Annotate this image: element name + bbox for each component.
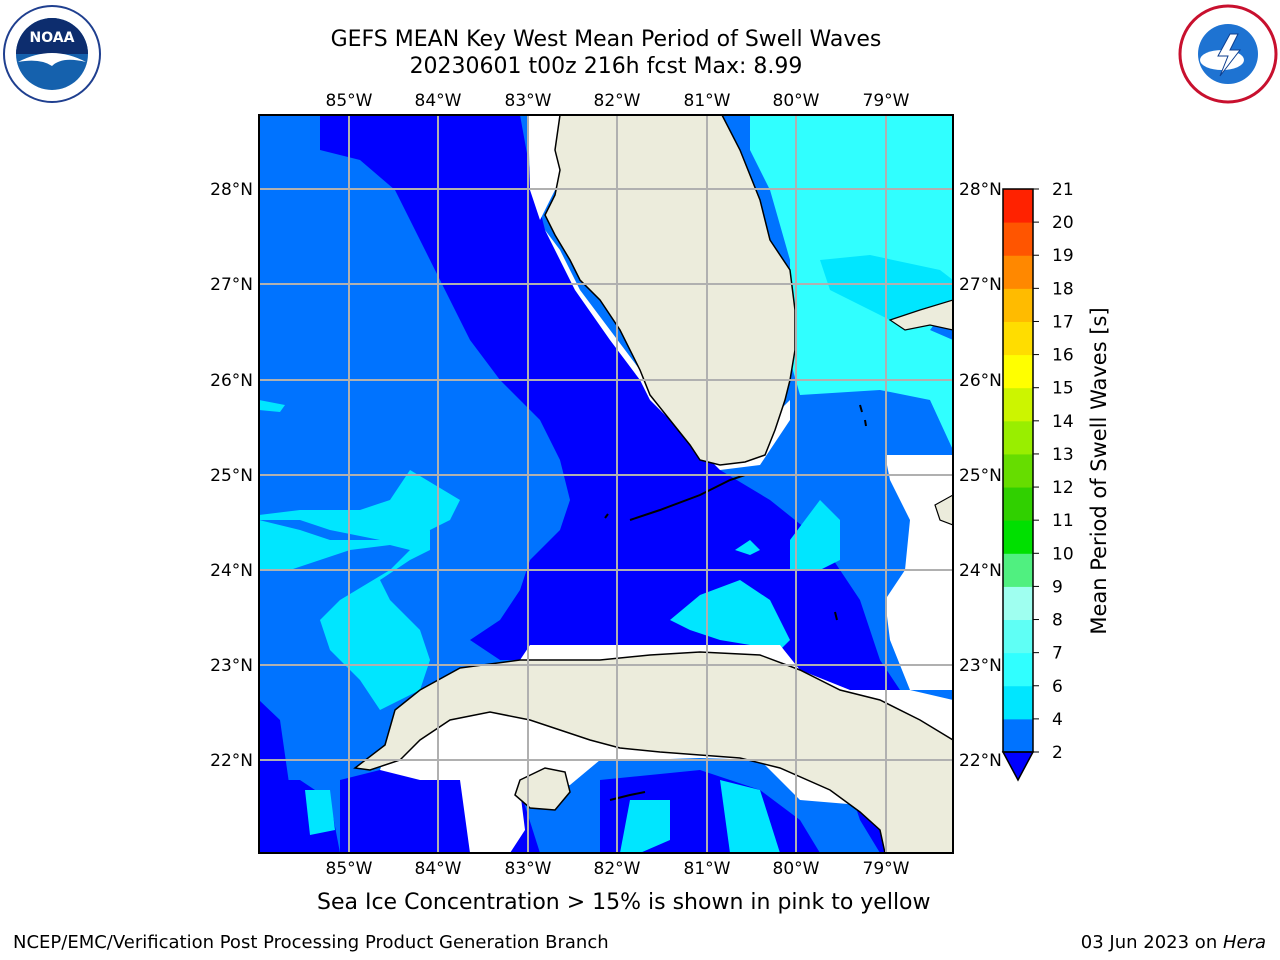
- lon-label: 82°W: [594, 91, 641, 111]
- colorbar-segment: [1003, 453, 1033, 488]
- colorbar-segment: [1003, 387, 1033, 422]
- sea-ice-note: Sea Ice Concentration > 15% is shown in …: [317, 890, 931, 915]
- colorbar-segment: [1003, 685, 1033, 720]
- lat-label: 26°N: [959, 371, 1002, 391]
- colorbar-segment: [1003, 520, 1033, 554]
- lon-label: 85°W: [326, 859, 373, 879]
- lon-label: 81°W: [684, 859, 731, 879]
- colorbar: 2 4 6 7 8 9 10 11 12 13 14 15 16 17 18 19 20 21: [1001, 180, 1074, 782]
- colorbar-tick-label: 21: [1052, 180, 1074, 200]
- colorbar-segment: [1003, 255, 1033, 289]
- colorbar-frame: [1002, 188, 1034, 753]
- chart-title: GEFS MEAN Key West Mean Period of Swell …: [330, 27, 882, 52]
- colorbar-segment: [1003, 321, 1033, 356]
- colorbar-tick-label: 16: [1052, 346, 1074, 366]
- map-frame: [258, 114, 954, 854]
- colorbar-segment: [1003, 652, 1033, 687]
- colorbar-label: Mean Period of Swell Waves [s]: [1087, 307, 1111, 634]
- bahamas-land: [888, 299, 953, 331]
- colorbar-segment: [1003, 288, 1033, 322]
- chart-subtitle: 20230601 t00z 216h fcst Max: 8.99: [409, 54, 803, 79]
- footer-credit: NCEP/EMC/Verification Post Processing Pr…: [13, 932, 609, 953]
- cuba-land: [353, 651, 953, 853]
- lat-label: 28°N: [210, 180, 253, 200]
- svg-text:NOAA: NOAA: [30, 30, 75, 46]
- lat-label: 27°N: [959, 275, 1002, 295]
- map-gridlines: [259, 115, 953, 853]
- colorbar-segment: [1003, 553, 1033, 587]
- colorbar-tick-label: 10: [1052, 544, 1074, 564]
- lat-label: 22°N: [959, 751, 1002, 771]
- lon-label: 82°W: [594, 859, 641, 879]
- colorbar-tick-label: 17: [1052, 312, 1074, 332]
- colorbar-tick-label: 6: [1052, 677, 1063, 697]
- colorbar-tick-label: 9: [1052, 577, 1063, 597]
- lon-label: 79°W: [863, 859, 910, 879]
- colorbar-tick-label: 7: [1052, 644, 1063, 664]
- colorbar-tick-label: 8: [1052, 611, 1063, 631]
- lon-labels-top: 85°W 84°W 83°W 82°W 81°W 80°W 79°W: [326, 91, 910, 111]
- lon-label: 79°W: [863, 91, 910, 111]
- lon-label: 83°W: [505, 859, 552, 879]
- lat-label: 25°N: [959, 466, 1002, 486]
- colorbar-extend-arrow: [1001, 751, 1035, 782]
- colorbar-tick-label: 4: [1052, 710, 1063, 730]
- colorbar-tick-label: 20: [1052, 213, 1074, 233]
- footer-date: 03 Jun 2023 on Hera: [1081, 932, 1266, 953]
- lat-label: 27°N: [210, 275, 253, 295]
- florida-land: [544, 115, 796, 466]
- nws-logo: [1178, 4, 1278, 104]
- colorbar-segment: [1003, 718, 1033, 753]
- colorbar-tick-label: 2: [1052, 743, 1063, 763]
- colorbar-segment: [1003, 420, 1033, 455]
- lat-labels-left: 28°N 27°N 26°N 25°N 24°N 23°N 22°N: [210, 180, 253, 771]
- colorbar-tick-label: 12: [1052, 478, 1074, 498]
- lon-label: 83°W: [505, 91, 552, 111]
- lat-label: 23°N: [210, 656, 253, 676]
- lat-label: 25°N: [210, 466, 253, 486]
- lon-label: 80°W: [773, 859, 820, 879]
- lon-label: 85°W: [326, 91, 373, 111]
- lon-label: 80°W: [773, 91, 820, 111]
- footer-host: Hera: [1222, 932, 1266, 953]
- colorbar-tick-label: 19: [1052, 246, 1074, 266]
- colorbar-segment: [1003, 586, 1033, 621]
- colorbar-tick-label: 11: [1052, 511, 1074, 531]
- lon-labels-bottom: 85°W 84°W 83°W 82°W 81°W 80°W 79°W: [326, 859, 910, 879]
- footer-date-text: 03 Jun 2023 on: [1080, 932, 1223, 953]
- lat-label: 23°N: [959, 656, 1002, 676]
- colorbar-segment: [1003, 487, 1033, 521]
- colorbar-segment: [1003, 619, 1033, 654]
- colorbar-segment: [1003, 354, 1033, 389]
- lat-label: 26°N: [210, 371, 253, 391]
- colorbar-tick-label: 13: [1052, 445, 1074, 465]
- colorbar-segment: [1003, 222, 1033, 256]
- lat-label: 24°N: [959, 561, 1002, 581]
- lat-label: 24°N: [210, 561, 253, 581]
- colorbar-segment: [1003, 189, 1033, 223]
- colorbar-tick-label: 14: [1052, 412, 1074, 432]
- lon-label: 81°W: [684, 91, 731, 111]
- lat-labels-right: 28°N 27°N 26°N 25°N 24°N 23°N 22°N: [959, 180, 1002, 771]
- noaa-logo: NOAA: [3, 5, 101, 103]
- colorbar-tick-label: 18: [1052, 279, 1074, 299]
- lat-label: 22°N: [210, 751, 253, 771]
- lon-label: 84°W: [415, 859, 462, 879]
- lat-label: 28°N: [959, 180, 1002, 200]
- colorbar-tick-label: 15: [1052, 379, 1074, 399]
- lon-label: 84°W: [415, 91, 462, 111]
